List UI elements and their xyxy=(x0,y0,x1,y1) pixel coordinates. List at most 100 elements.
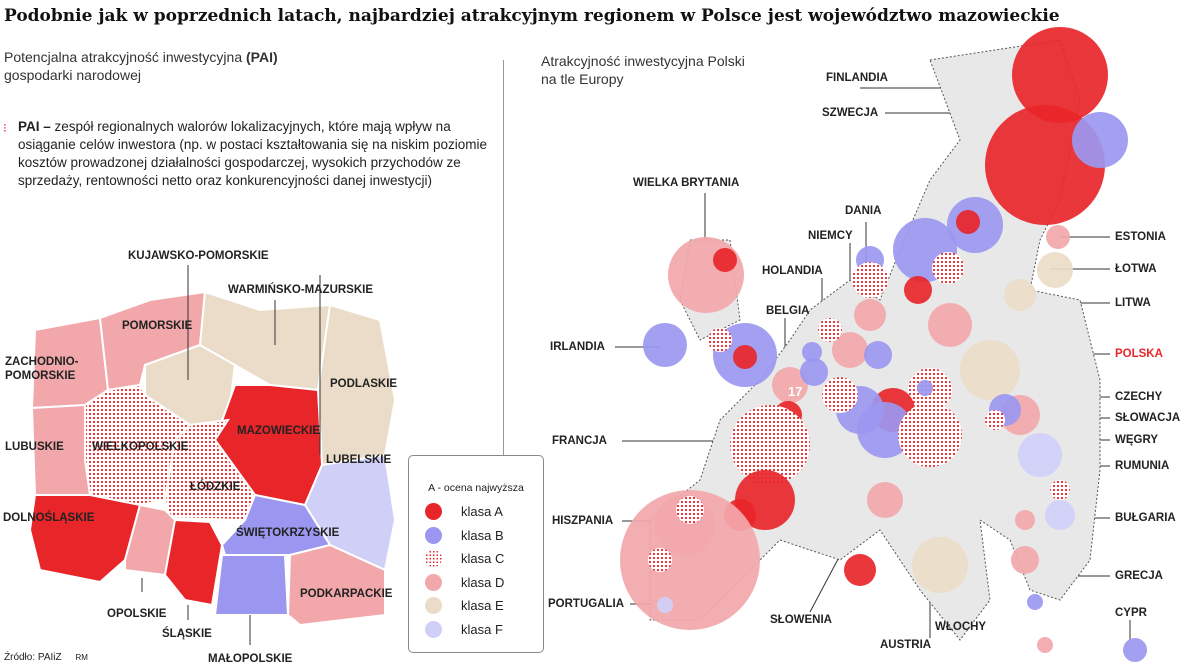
label-rumunia: RUMUNIA xyxy=(1115,460,1170,472)
divider xyxy=(503,60,504,650)
country-bubble xyxy=(713,248,737,272)
legend: A - ocena najwyższa klasa A klasa B klas… xyxy=(408,455,544,653)
region-slaskie xyxy=(163,518,224,607)
country-bubble xyxy=(1027,594,1043,610)
def-text: zespół regionalnych walorów lokalizacyjn… xyxy=(18,119,487,188)
subtitle-text: Atrakcyjność inwestycyjna Polski xyxy=(541,53,745,69)
label-bulgaria: BUŁGARIA xyxy=(1115,512,1176,524)
label-pomorskie: POMORSKIE xyxy=(122,320,193,332)
left-subtitle: Potencjalna atrakcyjność inwestycyjna (P… xyxy=(4,48,278,84)
label-dania: DANIA xyxy=(845,205,882,217)
class-b-swatch-icon xyxy=(425,526,442,544)
label-lodzkie: ŁÓDZKIE xyxy=(190,481,241,493)
legend-item-e: klasa E xyxy=(409,594,543,618)
country-bubble xyxy=(932,252,964,284)
country-bubble xyxy=(1018,433,1062,477)
country-bubble xyxy=(1011,546,1039,574)
label-wielka-brytania: WIELKA BRYTANIA xyxy=(633,177,740,189)
country-bubble xyxy=(772,367,808,403)
label-dolnoslaskie: DOLNOŚLĄSKIE xyxy=(3,512,95,524)
label-slowenia: SŁOWENIA xyxy=(770,614,832,626)
country-bubble xyxy=(985,410,1005,430)
class-a-swatch-icon xyxy=(425,503,442,521)
label-wegry: WĘGRY xyxy=(1115,434,1159,446)
legend-label: klasa C xyxy=(461,551,505,567)
country-bubble xyxy=(730,405,810,485)
subtitle-bold: (PAI) xyxy=(246,49,278,65)
country-bubble xyxy=(864,341,892,369)
country-bubble xyxy=(643,323,687,367)
country-bubble xyxy=(904,276,932,304)
label-cypr: CYPR xyxy=(1115,607,1147,619)
def-term: PAI – xyxy=(18,119,55,134)
legend-item-f: klasa F xyxy=(409,618,543,642)
legend-label: klasa E xyxy=(461,598,504,614)
country-bubble xyxy=(802,342,822,362)
country-bubble xyxy=(708,328,732,352)
label-szwecja: SZWECJA xyxy=(822,107,879,119)
label-swietokrzyskie: ŚWIĘTOKRZYSKIE xyxy=(236,527,340,539)
footer: Źródło: PAIiZ RM xyxy=(4,652,88,663)
label-zachodniopomorskie-1: ZACHODNIO- xyxy=(5,356,79,368)
right-subtitle: Atrakcyjność inwestycyjna Polski na tle E… xyxy=(541,52,745,88)
source: Źródło: PAIiZ xyxy=(4,652,62,663)
country-bubble xyxy=(1037,252,1073,288)
region-dolnoslaskie xyxy=(28,494,142,584)
label-podlaskie: PODLASKIE xyxy=(330,378,398,390)
label-zachodniopomorskie-2: POMORSKIE xyxy=(5,370,76,382)
legend-header: A - ocena najwyższa xyxy=(428,482,524,494)
label-hiszpania: HISZPANIA xyxy=(552,515,614,527)
country-bubble xyxy=(668,237,744,313)
country-bubble xyxy=(1004,279,1036,311)
region-lubuskie xyxy=(30,403,92,496)
label-litwa: LITWA xyxy=(1115,297,1151,309)
label-wielkopolskie: WIELKOPOLSKIE xyxy=(92,441,189,453)
label-grecja: GRECJA xyxy=(1115,570,1163,582)
country-bubble xyxy=(1012,27,1108,123)
country-bubble xyxy=(648,548,672,572)
marker-17: 17 xyxy=(788,384,802,399)
country-bubble xyxy=(1123,638,1147,662)
label-slaskie: ŚLĄSKIE xyxy=(162,628,212,640)
country-bubble xyxy=(852,262,888,298)
subtitle-text: Potencjalna atrakcyjność inwestycyjna xyxy=(4,49,247,65)
legend-label: klasa F xyxy=(461,621,503,637)
country-bubble xyxy=(1046,225,1070,249)
legend-item-d: klasa D xyxy=(409,571,543,595)
country-bubble xyxy=(844,554,876,586)
country-bubble xyxy=(960,340,1020,400)
legend-item-a: klasa A xyxy=(409,500,543,524)
author: RM xyxy=(75,653,88,662)
label-opolskie: OPOLSKIE xyxy=(107,608,167,620)
label-czechy: CZECHY xyxy=(1115,391,1163,403)
country-bubble xyxy=(818,318,842,342)
country-bubble xyxy=(733,345,757,369)
label-francja: FRANCJA xyxy=(552,435,607,447)
legend-item-b: klasa B xyxy=(409,524,543,548)
label-lubelskie: LUBELSKIE xyxy=(326,454,392,466)
label-wlochy: WŁOCHY xyxy=(935,621,987,633)
country-bubble xyxy=(917,380,933,396)
country-bubble xyxy=(1037,637,1053,653)
legend-label: klasa B xyxy=(461,527,504,543)
country-bubble xyxy=(1015,510,1035,530)
subtitle-text-2: na tle Europy xyxy=(541,71,624,87)
label-slowacja: SŁOWACJA xyxy=(1115,412,1181,424)
legend-item-c: klasa C xyxy=(409,547,543,571)
pai-definition: PAI – zespół regionalnych walorów lokali… xyxy=(18,118,498,190)
country-bubble xyxy=(1072,112,1128,168)
label-kujawsko-pomorskie: KUJAWSKO-POMORSKIE xyxy=(128,250,269,262)
country-bubble xyxy=(956,210,980,234)
label-lotwa: ŁOTWA xyxy=(1115,263,1157,275)
country-bubble xyxy=(1050,480,1070,500)
region-podkarpackie xyxy=(286,543,386,627)
legend-label: klasa D xyxy=(461,574,505,590)
bullet-icon: ⁝ xyxy=(3,121,7,135)
label-polska: POLSKA xyxy=(1115,348,1163,360)
europe-map xyxy=(620,27,1147,662)
country-bubble xyxy=(800,358,828,386)
label-finlandia: FINLANDIA xyxy=(826,72,888,84)
country-bubble xyxy=(676,496,704,524)
country-bubble xyxy=(657,597,673,613)
